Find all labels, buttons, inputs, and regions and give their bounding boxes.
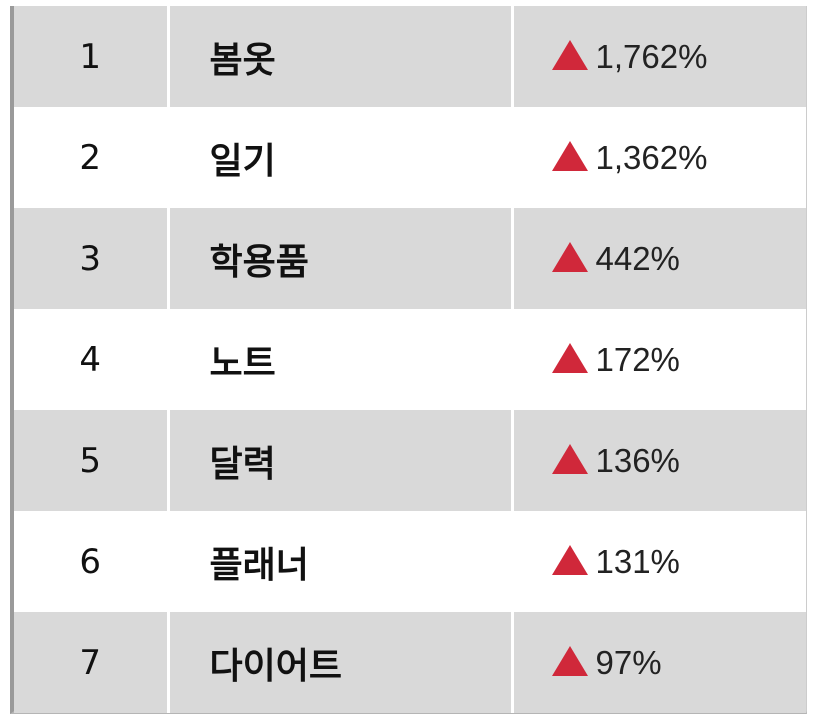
keyword-cell: 학용품 [168,208,514,309]
triangle-up-icon [551,140,588,171]
change-value: 136% [595,441,680,479]
change-cell: 136% [512,410,806,511]
rank-cell: 3 [14,208,170,309]
rank-cell: 5 [14,410,170,511]
keyword-cell: 일기 [168,107,514,208]
rank-cell: 4 [14,309,170,410]
table-row: 4 노트 172% [14,309,806,410]
triangle-up-icon [551,544,588,575]
triangle-up-icon [551,342,588,373]
table-row: 7 다이어트 97% [14,612,806,713]
table-row: 1 봄옷 1,762% [14,6,806,107]
table-row: 3 학용품 442% [14,208,806,309]
change-cell: 442% [512,208,806,309]
rank-cell: 2 [14,107,170,208]
change-cell: 172% [512,309,806,410]
table-row: 6 플래너 131% [14,511,806,612]
table-row: 2 일기 1,362% [14,107,806,208]
triangle-up-icon [551,241,588,272]
rank-cell: 1 [14,6,170,107]
rank-cell: 6 [14,511,170,612]
ranking-table: 1 봄옷 1,762% 2 일기 1,362% 3 학용품 442% 4 노트 172% 5 달력 136%… [14,6,806,713]
change-value: 1,762% [595,37,708,75]
keyword-cell: 다이어트 [168,612,514,713]
triangle-up-icon [551,39,588,70]
table-row: 5 달력 136% [14,410,806,511]
keyword-cell: 달력 [168,410,514,511]
keyword-cell: 플래너 [168,511,514,612]
triangle-up-icon [551,443,588,474]
change-value: 131% [595,542,680,580]
change-cell: 97% [512,612,806,713]
keyword-cell: 봄옷 [168,6,514,107]
change-value: 1,362% [595,138,708,176]
change-value: 97% [595,643,662,681]
change-value: 172% [595,340,680,378]
change-cell: 1,362% [512,107,806,208]
keyword-cell: 노트 [168,309,514,410]
rank-cell: 7 [14,612,170,713]
change-cell: 131% [512,511,806,612]
triangle-up-icon [551,645,588,676]
change-value: 442% [595,239,680,277]
change-cell: 1,762% [512,6,806,107]
